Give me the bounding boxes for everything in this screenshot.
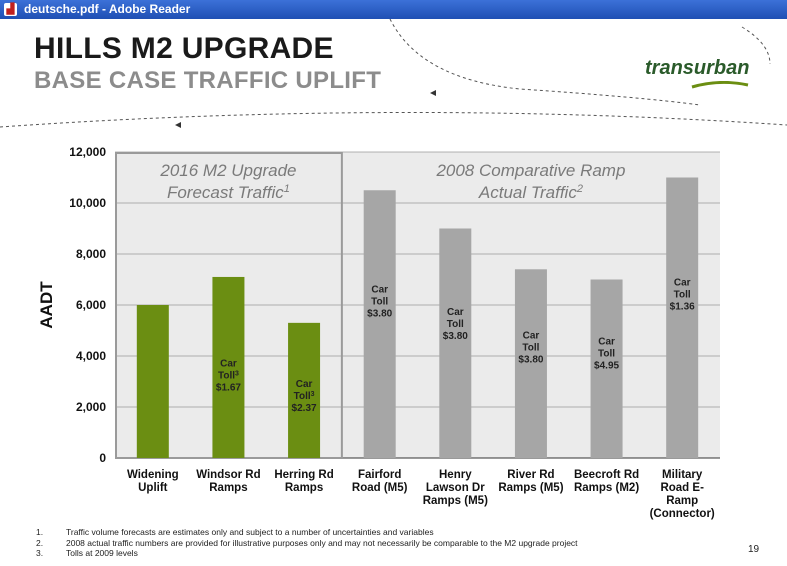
logo-swoosh-icon [691, 81, 749, 89]
footnote: 3. Tolls at 2009 levels [36, 548, 138, 558]
toll-label-line2: Toll3 [294, 391, 315, 403]
footnote: 2. 2008 actual traffic numbers are provid… [36, 537, 578, 548]
x-tick-label: Widening [127, 469, 179, 481]
bar [136, 305, 169, 458]
toll-label-line1: Car [523, 331, 540, 342]
toll-price: $3.80 [367, 309, 392, 320]
footnotes: 1. Traffic volume forecasts are estimates… [36, 527, 578, 559]
toll-label-line2: Toll [371, 297, 388, 308]
toll-label-line1: Car [447, 307, 464, 318]
y-tick-label: 4,000 [76, 349, 106, 363]
x-tick-label: Road E- [660, 482, 704, 494]
toll-label-line2: Toll [522, 343, 539, 354]
x-tick-label: Uplift [138, 482, 168, 494]
group-header-line2: Forecast Traffic1 [167, 183, 290, 202]
x-tick-label: (Connector) [650, 508, 715, 520]
window-titlebar: ▟ deutsche.pdf - Adobe Reader [0, 0, 787, 19]
decorative-arrows [0, 19, 787, 128]
toll-price: $3.80 [518, 355, 543, 366]
group-header-line2: Actual Traffic2 [478, 183, 583, 202]
x-tick-label: Ramps (M5) [423, 495, 488, 507]
x-tick-label: Beecroft Rd [574, 469, 639, 481]
x-tick-label: Road (M5) [352, 482, 408, 494]
toll-label-line2: Toll [674, 289, 691, 300]
y-tick-label: 12,000 [69, 145, 106, 159]
x-tick-label: Fairford [358, 469, 401, 481]
toll-label-line2: Toll3 [218, 370, 239, 382]
x-tick-label: Ramps (M2) [574, 482, 639, 494]
toll-price: $1.36 [670, 301, 695, 312]
group-header-line1: 2008 Comparative Ramp [435, 161, 625, 180]
x-tick-label: Military [662, 469, 703, 481]
x-tick-label: Herring Rd [274, 469, 333, 481]
x-tick-label: Lawson Dr [426, 482, 485, 494]
bar [514, 269, 547, 458]
slide: HILLS M2 UPGRADE BASE CASE TRAFFIC UPLIF… [0, 19, 787, 566]
toll-price: $2.37 [292, 403, 317, 414]
bar [666, 177, 699, 458]
y-tick-label: 10,000 [69, 196, 106, 210]
toll-price: $1.67 [216, 383, 241, 394]
pdf-icon: ▟ [4, 3, 17, 16]
transurban-logo: transurban [645, 57, 750, 79]
toll-label-line1: Car [598, 336, 615, 347]
y-tick-label: 2,000 [76, 400, 106, 414]
x-tick-label: Ramps (M5) [498, 482, 563, 494]
traffic-bar-chart: 0 2,000 4,000 6,000 8,000 10,000 12,000 AADT 201… [37, 145, 720, 520]
page-number: 19 [748, 544, 760, 555]
x-tick-label: Ramps [285, 482, 323, 494]
x-tick-label: River Rd [507, 469, 554, 481]
group-header-line1: 2016 M2 Upgrade [159, 161, 296, 180]
toll-label-line2: Toll [447, 319, 464, 330]
slide-subtitle: BASE CASE TRAFFIC UPLIFT [34, 67, 382, 94]
bar [590, 279, 623, 458]
toll-label-line2: Toll [598, 348, 615, 359]
y-tick-label: 6,000 [76, 298, 106, 312]
toll-label-line1: Car [220, 359, 237, 370]
bar [363, 190, 396, 458]
slide-title: HILLS M2 UPGRADE [34, 32, 334, 65]
bar [439, 228, 472, 458]
y-tick-label: 0 [99, 451, 106, 465]
x-tick-label: Ramp [666, 495, 698, 507]
bar [288, 322, 321, 458]
x-tick-label: Ramps [209, 482, 247, 494]
window-title: deutsche.pdf - Adobe Reader [24, 2, 191, 16]
y-axis-label: AADT [37, 281, 56, 329]
x-tick-label: Windsor Rd [196, 469, 260, 481]
toll-label-line1: Car [371, 285, 388, 296]
y-tick-label: 8,000 [76, 247, 106, 261]
footnote: 1. Traffic volume forecasts are estimates… [36, 527, 434, 537]
toll-price: $4.95 [594, 360, 619, 371]
toll-label-line1: Car [674, 277, 691, 288]
toll-label-line1: Car [296, 379, 313, 390]
bar [212, 276, 245, 458]
x-tick-label: Henry [439, 469, 472, 481]
toll-price: $3.80 [443, 331, 468, 342]
